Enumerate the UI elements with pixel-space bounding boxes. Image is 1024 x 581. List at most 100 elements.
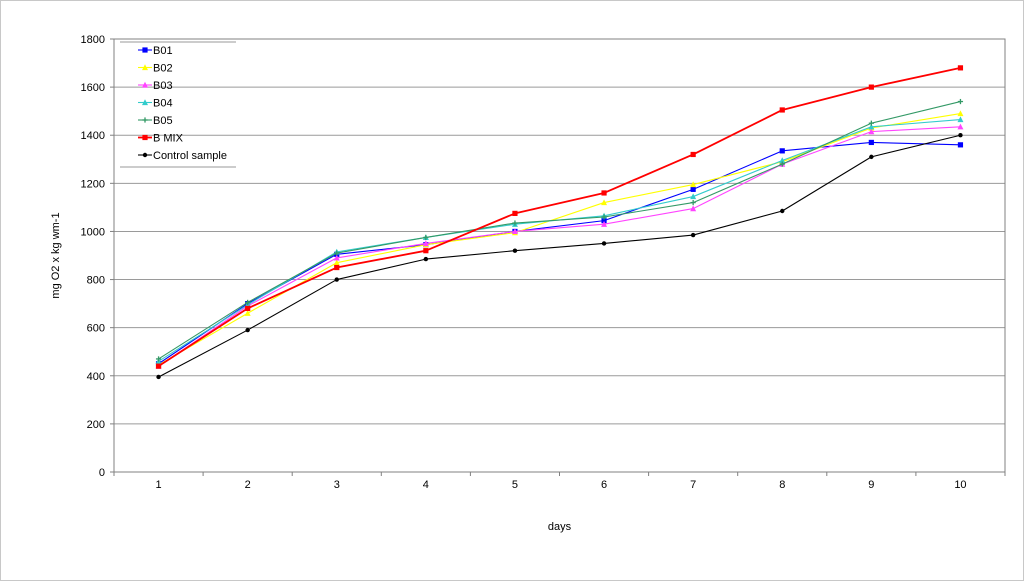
data-point-b05 (957, 98, 964, 105)
legend-item-b04: B04 (138, 98, 173, 110)
x-axis-title: days (548, 521, 572, 533)
series-b03 (155, 123, 964, 369)
y-tick-label: 1400 (81, 130, 105, 142)
legend-item-b03: B03 (138, 80, 173, 92)
plot-area (113, 38, 1006, 473)
y-tick-label: 1000 (81, 226, 105, 238)
y-tick-label: 0 (99, 467, 105, 479)
data-point-b01 (779, 148, 785, 154)
series-line-control-sample (158, 134, 961, 378)
data-point-control-sample (334, 277, 339, 282)
data-point-b02 (957, 110, 964, 117)
legend-label-b-mix: B MIX (153, 133, 184, 145)
data-point-b02 (244, 310, 251, 316)
data-point-b05 (512, 220, 518, 226)
data-point-b01 (957, 142, 964, 148)
data-point-b01 (690, 186, 696, 192)
data-point-control-sample (245, 327, 250, 333)
data-point-control-sample (512, 248, 518, 253)
data-point-b-mix (957, 65, 964, 71)
series-b04 (155, 116, 964, 364)
legend-marker-b05 (142, 117, 148, 123)
data-point-b02 (690, 181, 697, 188)
y-tick-label: 600 (87, 323, 105, 335)
data-point-b-mix (601, 190, 607, 196)
legend-marker-control-sample (142, 152, 148, 158)
data-point-b-mix (690, 151, 696, 158)
data-point-b-mix (155, 363, 162, 369)
data-point-b04 (957, 116, 964, 123)
legend-marker-b01 (142, 47, 148, 53)
legend-marker-b04 (142, 99, 148, 106)
data-point-b03 (957, 123, 964, 130)
series-line-b04 (158, 119, 961, 362)
x-tick-label: 8 (779, 479, 785, 491)
y-axis-title: mg O2 x kg wm-1 (50, 212, 62, 298)
data-point-b04 (779, 157, 786, 164)
data-point-b03 (422, 240, 429, 247)
data-point-control-sample (423, 256, 429, 262)
legend-item-b01: B01 (138, 45, 173, 57)
x-tick-label: 4 (423, 479, 429, 491)
data-point-b03 (690, 205, 697, 212)
data-point-b-mix (334, 264, 340, 271)
legend-item-b05: B05 (138, 115, 173, 127)
y-tick-label: 200 (87, 419, 105, 431)
x-tick-label: 9 (868, 479, 874, 491)
data-point-b05 (690, 199, 696, 206)
legend-label-b02: B02 (153, 63, 173, 75)
data-point-b01 (601, 218, 607, 224)
data-point-b03 (333, 254, 340, 261)
data-point-b05 (155, 356, 162, 362)
y-tick-label: 1800 (81, 34, 105, 46)
legend-label-b03: B03 (153, 80, 173, 92)
data-point-b02 (601, 199, 608, 206)
series-b05 (155, 98, 964, 362)
series-layer (155, 65, 964, 380)
gridlines (114, 86, 1005, 425)
data-point-b05 (334, 250, 340, 256)
data-point-b03 (868, 128, 875, 135)
series-line-b03 (158, 126, 961, 367)
data-point-control-sample (601, 241, 607, 246)
legend-label-control-sample: Control sample (153, 150, 227, 162)
x-tick-label: 5 (512, 479, 518, 491)
series-b01 (155, 139, 964, 367)
legend-marker-b02 (142, 64, 148, 71)
data-point-b-mix (779, 107, 785, 113)
data-point-b03 (511, 228, 518, 235)
y-tick-label: 800 (87, 275, 105, 287)
data-point-b-mix (245, 305, 251, 312)
x-tick-label: 7 (690, 479, 696, 491)
data-point-control-sample (958, 133, 963, 138)
data-point-b05 (245, 299, 251, 306)
data-point-b-mix (868, 84, 874, 90)
data-point-b02 (333, 259, 340, 266)
data-point-control-sample (869, 154, 874, 160)
data-point-b01 (868, 139, 874, 146)
y-tick-label: 1600 (81, 82, 105, 94)
series-b-mix (155, 65, 964, 369)
data-point-b04 (868, 123, 875, 130)
data-point-b03 (601, 221, 608, 227)
series-b02 (155, 110, 964, 368)
data-point-b05 (868, 120, 874, 126)
legend-marker-b-mix (142, 134, 148, 141)
data-point-b05 (779, 161, 785, 167)
series-line-b05 (158, 101, 961, 360)
data-point-control-sample (780, 208, 785, 214)
y-tick-label: 400 (87, 371, 105, 383)
x-axis-ticks: 1 2 3 4 5 6 7 8 9 10 (113, 472, 1006, 491)
data-point-b04 (690, 193, 697, 200)
legend-item-b-mix: B MIX (138, 133, 184, 145)
data-point-b05 (423, 234, 429, 241)
y-tick-label: 1200 (81, 178, 105, 190)
legend-label-b01: B01 (153, 45, 173, 57)
x-tick-label: 10 (954, 479, 966, 491)
legend-label-b05: B05 (153, 115, 173, 127)
data-point-b05 (601, 214, 607, 220)
x-tick-label: 3 (334, 479, 340, 491)
legend: B01 B02 B03 B04 B05 B MIX Control sample (120, 41, 236, 168)
legend-label-b04: B04 (153, 98, 173, 110)
